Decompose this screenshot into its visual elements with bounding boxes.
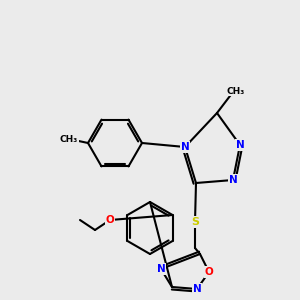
Text: CH₃: CH₃ bbox=[227, 86, 245, 95]
Text: N: N bbox=[181, 142, 189, 152]
Text: CH₃: CH₃ bbox=[60, 136, 78, 145]
Text: N: N bbox=[229, 175, 237, 185]
Text: O: O bbox=[106, 215, 114, 225]
Text: N: N bbox=[236, 140, 244, 150]
Text: N: N bbox=[193, 284, 201, 294]
Text: S: S bbox=[191, 217, 199, 227]
Text: N: N bbox=[157, 264, 165, 274]
Text: O: O bbox=[205, 267, 213, 277]
